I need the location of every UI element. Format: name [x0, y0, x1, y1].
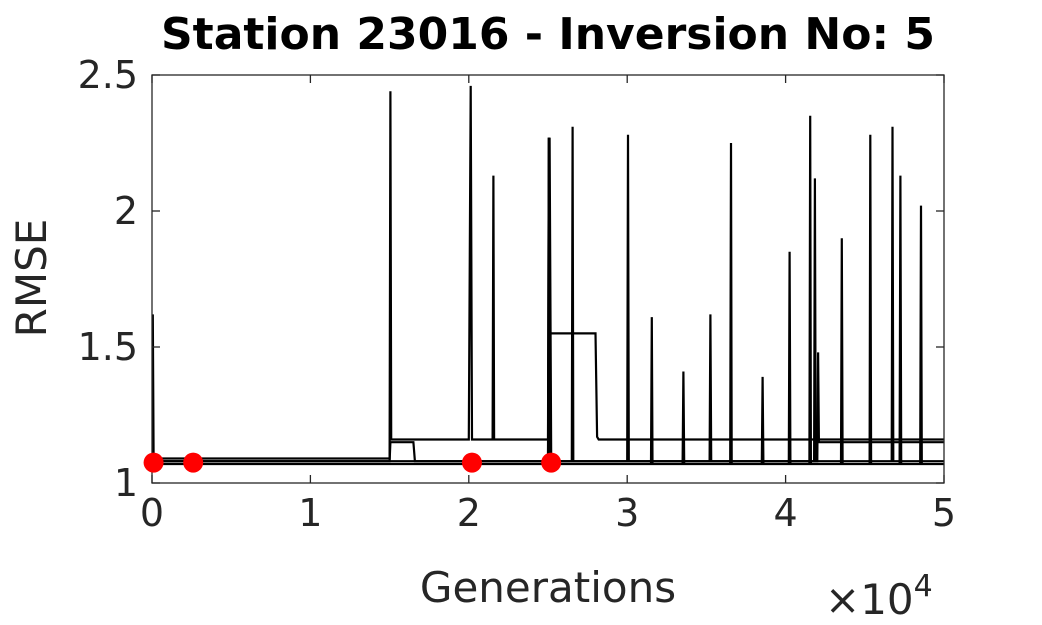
- x-tick-label-1: 1: [298, 491, 322, 535]
- y-tick-label-0: 1: [114, 461, 138, 505]
- plot-frame: [151, 74, 945, 484]
- x-tick-label-2: 2: [457, 491, 481, 535]
- y-tick-label-1: 1.5: [78, 325, 138, 369]
- x-tick-label-5: 5: [932, 491, 956, 535]
- x-axis-multiplier-base: ×10: [825, 575, 914, 624]
- x-axis-label: Generations: [420, 563, 676, 612]
- x-axis-multiplier-exponent: 4: [914, 569, 933, 604]
- red-marker-3: [461, 452, 482, 473]
- y-axis-label: RMSE: [7, 219, 56, 338]
- x-tick-label-0: 0: [140, 491, 164, 535]
- y-tick-label-2: 2: [114, 189, 138, 233]
- x-axis-multiplier: ×104: [825, 569, 933, 624]
- series-line-1: [152, 85, 944, 460]
- y-tick-label-3: 2.5: [78, 53, 138, 97]
- red-marker-2: [183, 452, 204, 473]
- chart-title: Station 23016 - Inversion No: 5: [161, 9, 935, 60]
- x-tick-label-4: 4: [774, 491, 798, 535]
- x-tick-label-3: 3: [615, 491, 639, 535]
- series-line-4: [152, 126, 944, 463]
- series-line-3: [152, 115, 944, 466]
- red-marker-4: [541, 452, 562, 473]
- red-marker-1: [143, 452, 164, 473]
